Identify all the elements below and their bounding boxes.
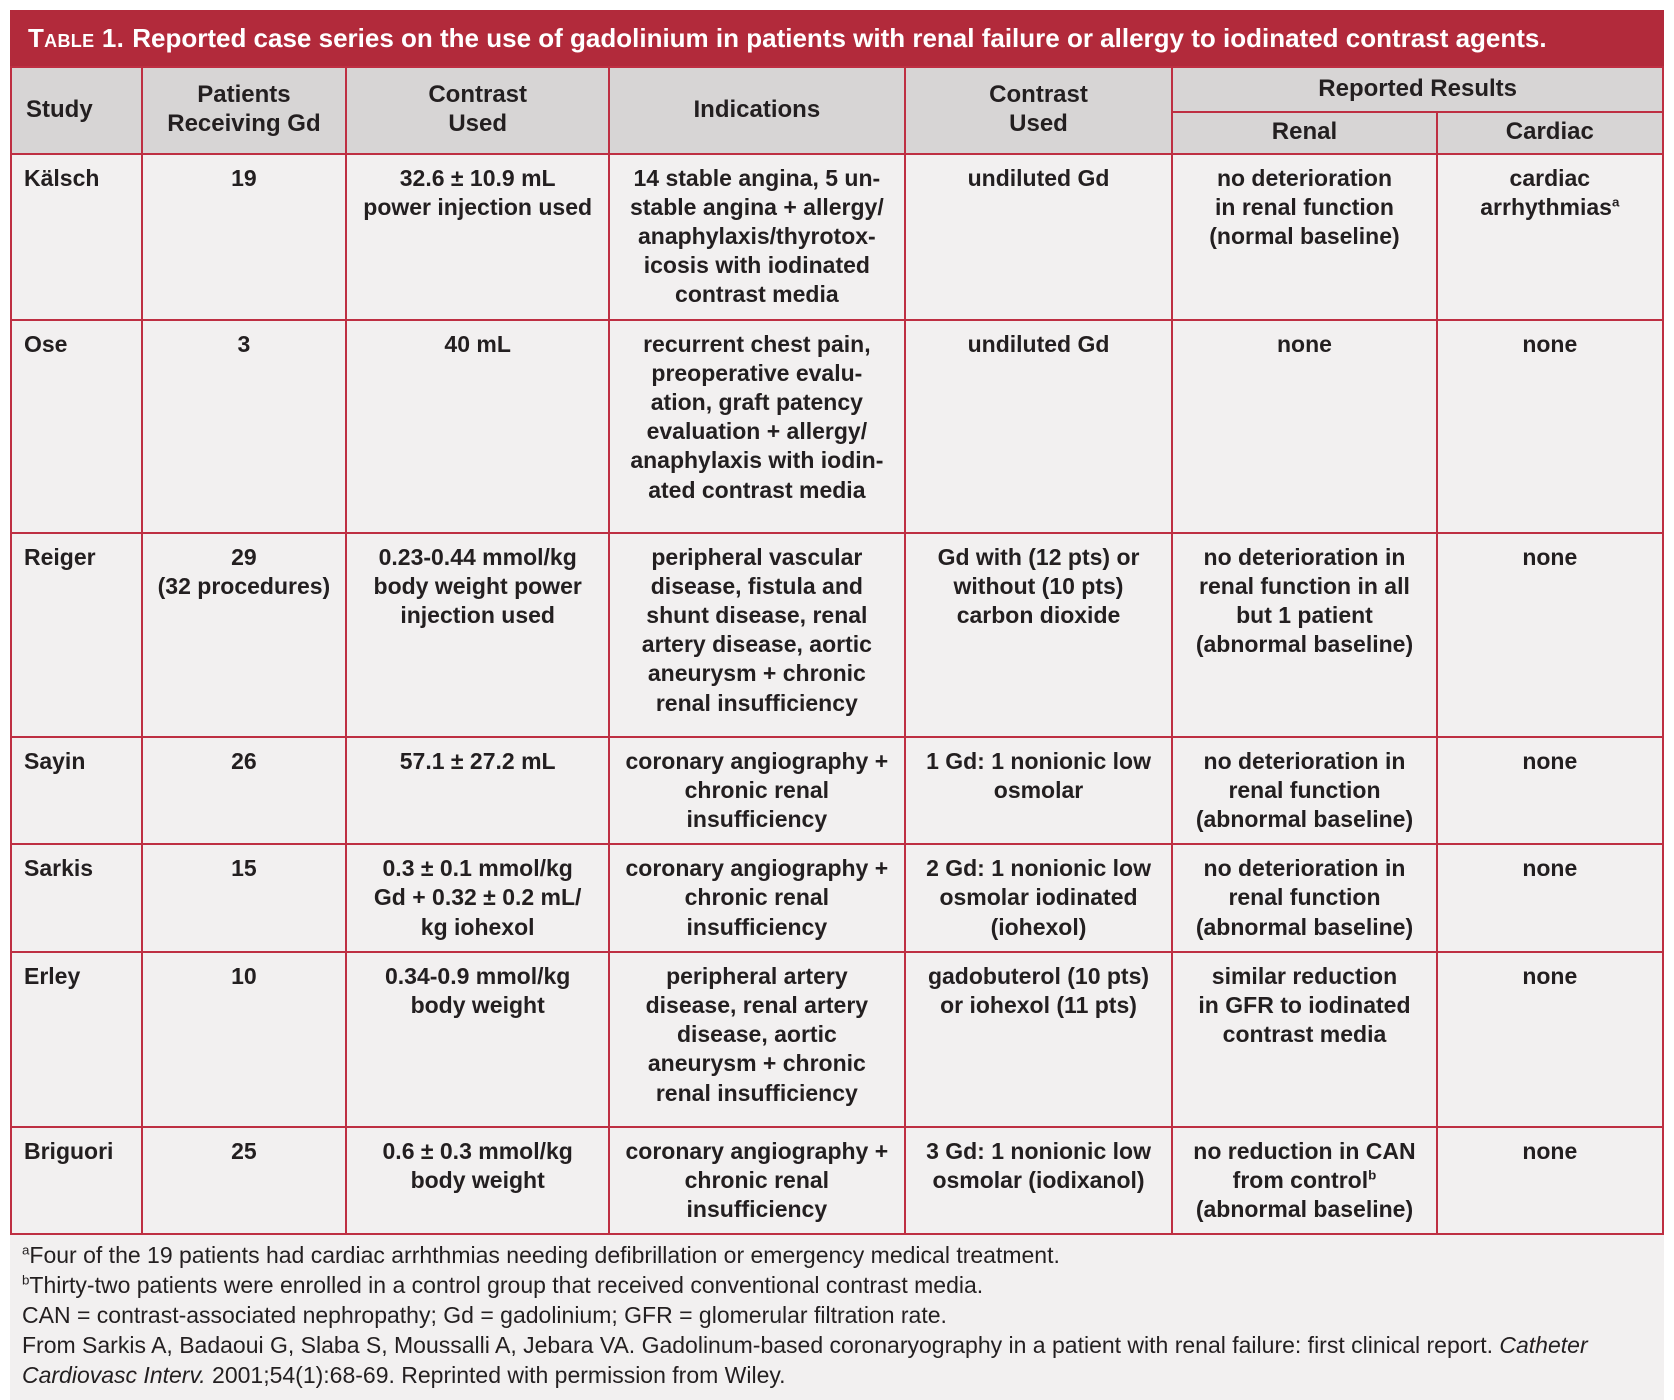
cell-renal: no deterioration in renal function (abnorm… bbox=[1171, 843, 1438, 953]
cell-renal: similar reduction in GFR to iodinated cont… bbox=[1171, 950, 1438, 1128]
table-row-briguori: Briguori 25 0.6 ± 0.3 mmol/kg body weight… bbox=[10, 1125, 1665, 1236]
cell-contrast2: gadobuterol (10 pts) or iohexol (11 pts) bbox=[903, 950, 1174, 1128]
col-header-renal: Renal bbox=[1171, 110, 1438, 155]
col-header-study: Study bbox=[10, 65, 143, 155]
cell-patients: 25 bbox=[140, 1125, 348, 1236]
table-row-ose: Ose 3 40 mL recurrent chest pain, preoper… bbox=[10, 318, 1665, 534]
cell-patients: 26 bbox=[140, 735, 348, 846]
cell-contrast2: 2 Gd: 1 nonionic low osmolar iodinated (io… bbox=[903, 843, 1174, 953]
cell-contrast2: 3 Gd: 1 nonionic low osmolar (iodixanol) bbox=[903, 1125, 1174, 1236]
header-row-sub: Renal Cardiac bbox=[11, 110, 1665, 155]
cell-study: Briguori bbox=[10, 1125, 143, 1236]
col-header-reported-results: Reported Results bbox=[1171, 65, 1664, 113]
cell-contrast: 0.6 ± 0.3 mmol/kg body weight bbox=[345, 1125, 610, 1236]
col-header-patients: Patients Receiving Gd bbox=[140, 65, 348, 155]
footnote-b: bThirty-two patients were enrolled in a … bbox=[22, 1272, 984, 1299]
table-row-sayin: Sayin 26 57.1 ± 27.2 mL coronary angiogr… bbox=[10, 735, 1665, 846]
cell-renal: no deterioration in renal function (abnorm… bbox=[1171, 735, 1438, 846]
cell-study: Ose bbox=[10, 318, 143, 534]
case-series-table: Study Patients Receiving Gd Contrast Used … bbox=[10, 65, 1665, 1236]
table-row-reiger: Reiger 29 (32 procedures) 0.23-0.44 mmol/… bbox=[10, 531, 1665, 738]
cell-indications: peripheral artery disease, renal artery di… bbox=[608, 950, 906, 1128]
cell-patients: 29 (32 procedures) bbox=[140, 531, 348, 738]
cell-study: Sarkis bbox=[10, 843, 143, 953]
cell-cardiac: none bbox=[1435, 531, 1665, 738]
cell-indications: recurrent chest pain, preoperative evalu-… bbox=[608, 318, 906, 534]
cell-contrast2: Gd with (12 pts) or without (10 pts) carbo… bbox=[903, 531, 1174, 738]
col-header-cardiac: Cardiac bbox=[1435, 110, 1665, 155]
cell-renal: no deterioration in renal function (normal… bbox=[1171, 152, 1438, 321]
cell-contrast: 0.23-0.44 mmol/kg body weight power inject… bbox=[345, 531, 610, 738]
cell-patients: 15 bbox=[140, 843, 348, 953]
cell-contrast2: undiluted Gd bbox=[903, 152, 1174, 321]
footnote-source: From Sarkis A, Badaoui G, Slaba S, Mouss… bbox=[22, 1332, 1588, 1388]
cell-contrast2: undiluted Gd bbox=[903, 318, 1174, 534]
cell-cardiac: none bbox=[1435, 318, 1665, 534]
table-row-erley: Erley 10 0.34-0.9 mmol/kg body weight per… bbox=[10, 950, 1665, 1128]
cell-patients: 10 bbox=[140, 950, 348, 1128]
cell-cardiac: none bbox=[1435, 843, 1665, 953]
table-1: Table 1. Reported case series on the use … bbox=[10, 10, 1665, 1400]
table-number: Table 1. bbox=[28, 23, 125, 53]
cell-cardiac: cardiac arrhythmiasa bbox=[1435, 152, 1665, 321]
cell-renal: none bbox=[1171, 318, 1438, 534]
cell-study: Sayin bbox=[10, 735, 143, 846]
col-header-contrast-used-1: Contrast Used bbox=[345, 65, 610, 155]
cell-contrast: 32.6 ± 10.9 mL power injection used bbox=[345, 152, 610, 321]
cell-contrast: 57.1 ± 27.2 mL bbox=[345, 735, 610, 846]
cell-indications: 14 stable angina, 5 un-stable angina + a… bbox=[608, 152, 906, 321]
cell-contrast: 40 mL bbox=[345, 318, 610, 534]
cell-contrast2: 1 Gd: 1 nonionic low osmolar bbox=[903, 735, 1174, 846]
table-footnotes: aFour of the 19 patients had cardiac arr… bbox=[10, 1235, 1664, 1400]
cell-cardiac: none bbox=[1435, 1125, 1665, 1236]
cell-indications: peripheral vascular disease, fistula and s… bbox=[608, 531, 906, 738]
footnote-a: aFour of the 19 patients had cardiac arr… bbox=[22, 1242, 1060, 1269]
cell-cardiac: none bbox=[1435, 735, 1665, 846]
cell-patients: 19 bbox=[140, 152, 348, 321]
cell-study: Reiger bbox=[10, 531, 143, 738]
header-row-main: Study Patients Receiving Gd Contrast Used … bbox=[10, 65, 1664, 155]
cell-contrast: 0.34-0.9 mmol/kg body weight bbox=[345, 950, 610, 1128]
cell-study: Erley bbox=[10, 950, 143, 1128]
cell-contrast: 0.3 ± 0.1 mmol/kg Gd + 0.32 ± 0.2 mL/kg i… bbox=[345, 843, 610, 953]
cell-renal: no reduction in CAN from controlb (abnorma… bbox=[1171, 1125, 1438, 1236]
col-header-indications: Indications bbox=[608, 65, 906, 155]
cell-study: Kälsch bbox=[10, 152, 143, 321]
cell-patients: 3 bbox=[140, 318, 348, 534]
cell-renal: no deterioration in renal function in all… bbox=[1171, 531, 1438, 738]
cell-indications: coronary angiography + chronic renal insuf… bbox=[608, 843, 906, 953]
table-title-bar: Table 1. Reported case series on the use … bbox=[10, 10, 1664, 66]
table-row-kalsch: Kälsch 19 32.6 ± 10.9 mL power injection … bbox=[10, 152, 1665, 321]
cell-cardiac: none bbox=[1435, 950, 1665, 1128]
col-header-contrast-used-2: Contrast Used bbox=[903, 65, 1174, 155]
footnote-abbreviations: CAN = contrast-associated nephropathy; G… bbox=[22, 1302, 947, 1329]
cell-indications: coronary angiography + chronic renal insuf… bbox=[608, 735, 906, 846]
table-row-sarkis: Sarkis 15 0.3 ± 0.1 mmol/kg Gd + 0.32 ± 0… bbox=[10, 843, 1665, 953]
table-title: Reported case series on the use of gadol… bbox=[132, 23, 1547, 53]
cell-indications: coronary angiography + chronic renal insuf… bbox=[608, 1125, 906, 1236]
table-header: Study Patients Receiving Gd Contrast Used … bbox=[10, 65, 1665, 155]
